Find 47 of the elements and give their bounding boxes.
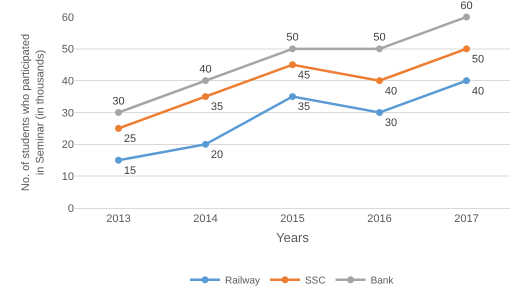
point (115, 109, 122, 116)
y-tick-label: 40 (62, 76, 74, 88)
point (376, 77, 383, 84)
y-tick-label: 0 (68, 202, 74, 215)
y-tick-label: 50 (62, 44, 74, 56)
point (376, 45, 383, 52)
data-label: 40 (199, 64, 212, 76)
data-label: 25 (124, 133, 136, 146)
y-tick-label: 20 (62, 139, 74, 152)
point (289, 93, 296, 100)
point (289, 61, 296, 68)
point (115, 156, 122, 164)
point (463, 45, 470, 52)
point (463, 14, 470, 20)
data-label: 60 (460, 0, 473, 12)
point (463, 77, 470, 84)
x-tick-label: 2013 (106, 213, 131, 226)
point (202, 77, 209, 84)
point (115, 124, 122, 132)
y-axis-title: No. of students who participated in Seminar (in thousands) (20, 34, 46, 192)
data-label: 45 (298, 69, 310, 82)
y-tick-label: 60 (62, 12, 74, 24)
data-label: 30 (112, 95, 125, 108)
x-tick-label: 2015 (280, 213, 305, 226)
data-label: 35 (210, 101, 224, 114)
point (376, 109, 383, 116)
point (202, 140, 209, 148)
data-label: 20 (210, 148, 224, 161)
legend-label: Bank (370, 276, 394, 287)
point (202, 93, 209, 100)
x-axis-title: Years (276, 230, 310, 245)
x-tick-label: 2017 (454, 213, 479, 226)
y-tick-label: 30 (62, 107, 74, 120)
data-label: 50 (472, 53, 484, 66)
y-tick-label: 10 (62, 171, 74, 184)
data-label: 35 (298, 101, 310, 114)
point (289, 45, 296, 52)
legend-label: SSC (305, 276, 326, 287)
data-label: 40 (384, 85, 398, 98)
data-label: 50 (286, 32, 299, 44)
data-label: 50 (373, 32, 386, 44)
data-label: 15 (124, 164, 136, 177)
data-label: 40 (472, 85, 484, 98)
x-tick-label: 2014 (193, 213, 218, 226)
legend-label: Railway (225, 276, 260, 287)
data-label: 30 (384, 117, 398, 130)
x-tick-label: 2016 (367, 213, 392, 226)
